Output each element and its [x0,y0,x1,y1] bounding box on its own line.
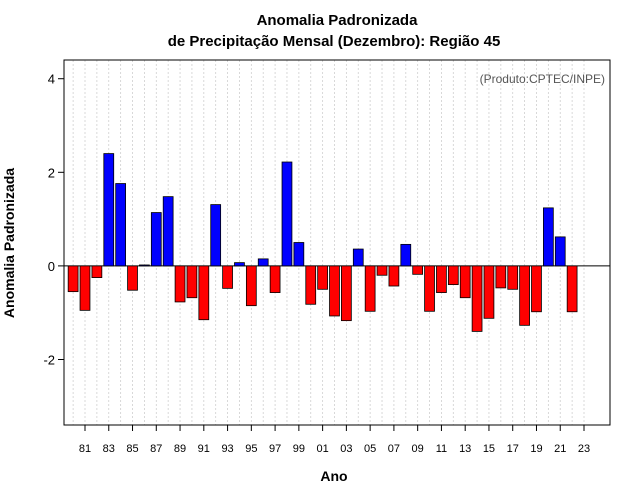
x-tick-label: 07 [388,443,400,455]
bar-11 [436,265,447,293]
chart-title-line1: Anomalia Padronizada [257,12,419,29]
x-tick-label: 05 [364,443,376,455]
bar-96 [257,258,269,267]
x-tick-label: 15 [483,443,495,455]
x-tick-label: 83 [103,443,115,455]
bar-18 [519,265,530,326]
bar-series [67,153,578,332]
x-tick-label: 03 [340,443,352,455]
bar-87 [150,212,162,267]
x-tick-label: 09 [412,443,424,455]
bar-95 [245,265,257,307]
bar-06 [376,265,388,276]
bar-83 [103,153,115,267]
bar-93 [222,265,233,289]
bar-04 [352,248,364,267]
bar-08 [400,243,412,267]
bar-81 [79,265,91,311]
chart-title-line2: de Precipitação Mensal (Dezembro): Regiã… [168,33,501,50]
bar-10 [424,265,435,312]
bar-98 [281,161,293,267]
bar-01 [317,265,328,290]
bar-15 [483,265,495,319]
bar-05 [364,265,376,312]
y-tick-label: -2 [43,352,55,367]
bar-85 [127,265,138,291]
bar-09 [412,265,424,275]
bar-82 [91,265,103,278]
source-note: (Produto:CPTEC/INPE) [480,72,605,86]
plot-frame [63,59,611,426]
x-tick-label: 85 [126,443,138,455]
bar-13 [459,265,471,299]
x-tick-label: 11 [436,443,447,455]
y-axis: -2 0 2 4 [43,72,64,367]
x-tick-label: 99 [293,443,305,455]
x-tick-label: 97 [269,443,281,455]
y-tick-label: 0 [48,259,55,274]
bar-80 [67,265,79,293]
x-tick-label: 95 [245,443,257,455]
bar-14 [471,265,483,332]
y-tick-label: 4 [48,72,55,87]
bar-90 [186,265,198,299]
bar-86 [139,264,150,267]
x-tick-label: 81 [79,443,91,455]
x-tick-label: 89 [174,443,186,455]
bar-99 [293,242,305,267]
bar-16 [495,265,507,289]
x-tick-label: 13 [459,443,471,455]
x-tick-label: 23 [578,443,590,455]
bar-94 [234,262,245,267]
bar-97 [269,265,281,293]
bar-89 [174,265,186,303]
bar-21 [554,236,566,267]
x-axis: 81 83 85 87 89 91 93 95 97 99 01 03 05 07 09 11 13 15 17 19… [79,425,590,455]
x-tick-label: 01 [316,443,328,455]
bar-84 [115,183,126,267]
vertical-gridlines [72,60,585,425]
bar-00 [305,265,317,305]
bar-07 [388,265,400,287]
x-tick-label: 93 [221,443,233,455]
bar-91 [198,265,210,321]
bar-17 [507,265,519,290]
x-axis-label: Ano [320,468,347,484]
bar-88 [162,196,174,267]
x-tick-label: 87 [150,443,162,455]
y-axis-label: Anomalia Padronizada [1,168,17,318]
x-tick-label: 21 [554,443,566,455]
x-tick-label: 17 [507,443,519,455]
y-tick-label: 2 [48,165,55,180]
x-tick-label: 19 [530,443,542,455]
bar-03 [341,265,352,322]
bar-02 [329,265,340,317]
x-tick-label: 91 [198,443,210,455]
bar-19 [531,265,542,313]
bar-12 [447,265,459,286]
bar-20 [543,207,554,267]
bar-92 [210,204,222,267]
bar-22 [566,265,578,313]
